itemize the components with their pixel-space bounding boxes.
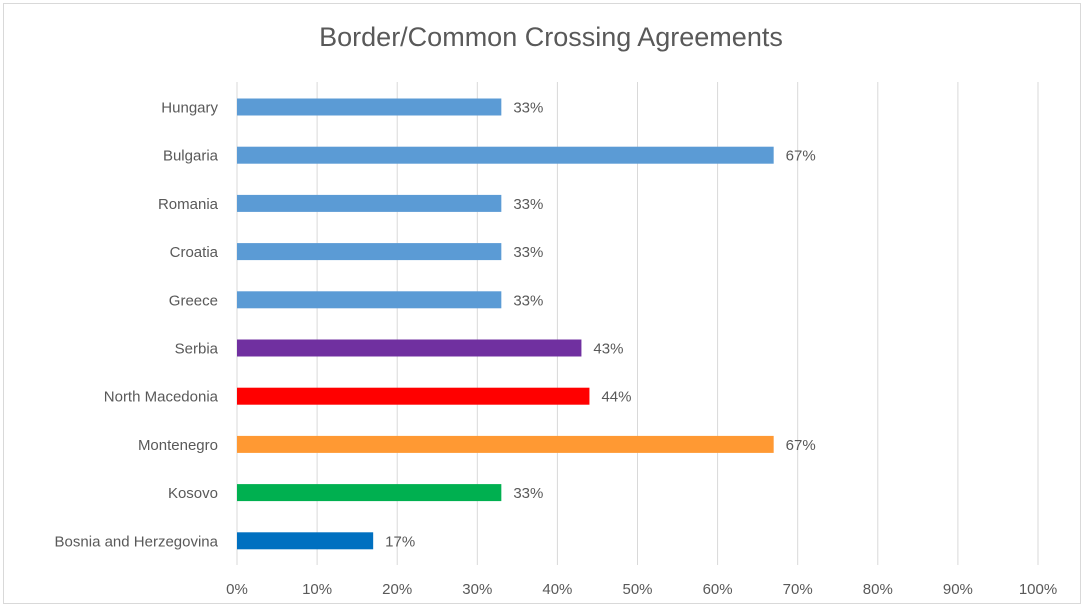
chart-frame [3,3,1081,604]
data-label: 17% [385,533,415,550]
data-label: 67% [786,148,816,165]
x-axis-tick-labels: 0% 10% 20% 30% 40% 50% 60% 70% 80% 90% 100% [226,581,1057,598]
bars [237,98,774,550]
category-label: Romania [158,196,219,213]
category-label: Serbia [175,341,219,358]
x-tick-label: 40% [542,581,572,598]
category-label: North Macedonia [104,389,219,406]
x-tick-label: 0% [226,581,248,598]
chart-title: Border/Common Crossing Agreements [319,22,783,52]
data-label: 43% [593,341,623,358]
x-tick-label: 90% [943,581,973,598]
x-tick-label: 20% [382,581,412,598]
x-tick-label: 50% [622,581,652,598]
data-labels: 33% 67% 33% 33% 33% 43% 44% 67% 33% 17% [385,100,816,551]
x-tick-label: 60% [703,581,733,598]
bar [237,194,502,212]
category-label: Greece [169,292,218,309]
data-label: 33% [513,100,543,117]
bar [237,98,502,116]
x-tick-label: 30% [462,581,492,598]
category-label: Bulgaria [163,148,219,165]
x-tick-label: 100% [1019,581,1057,598]
category-label: Bosnia and Herzegovina [55,533,219,550]
bar [237,532,374,550]
category-label: Kosovo [168,485,218,502]
bar [237,291,502,309]
category-label: Croatia [170,244,219,261]
bar [237,435,774,453]
data-label: 33% [513,244,543,261]
data-label: 33% [513,196,543,213]
category-labels: Hungary Bulgaria Romania Croatia Greece Serbi… [55,100,219,551]
x-tick-label: 80% [863,581,893,598]
bar [237,484,502,502]
bar [237,146,774,164]
data-label: 44% [601,389,631,406]
x-tick-label: 70% [783,581,813,598]
category-label: Hungary [161,100,218,117]
bar [237,243,502,261]
x-tick-label: 10% [302,581,332,598]
bar [237,339,582,357]
category-label: Montenegro [138,437,218,454]
data-label: 33% [513,485,543,502]
bar [237,387,590,405]
data-label: 67% [786,437,816,454]
data-label: 33% [513,292,543,309]
